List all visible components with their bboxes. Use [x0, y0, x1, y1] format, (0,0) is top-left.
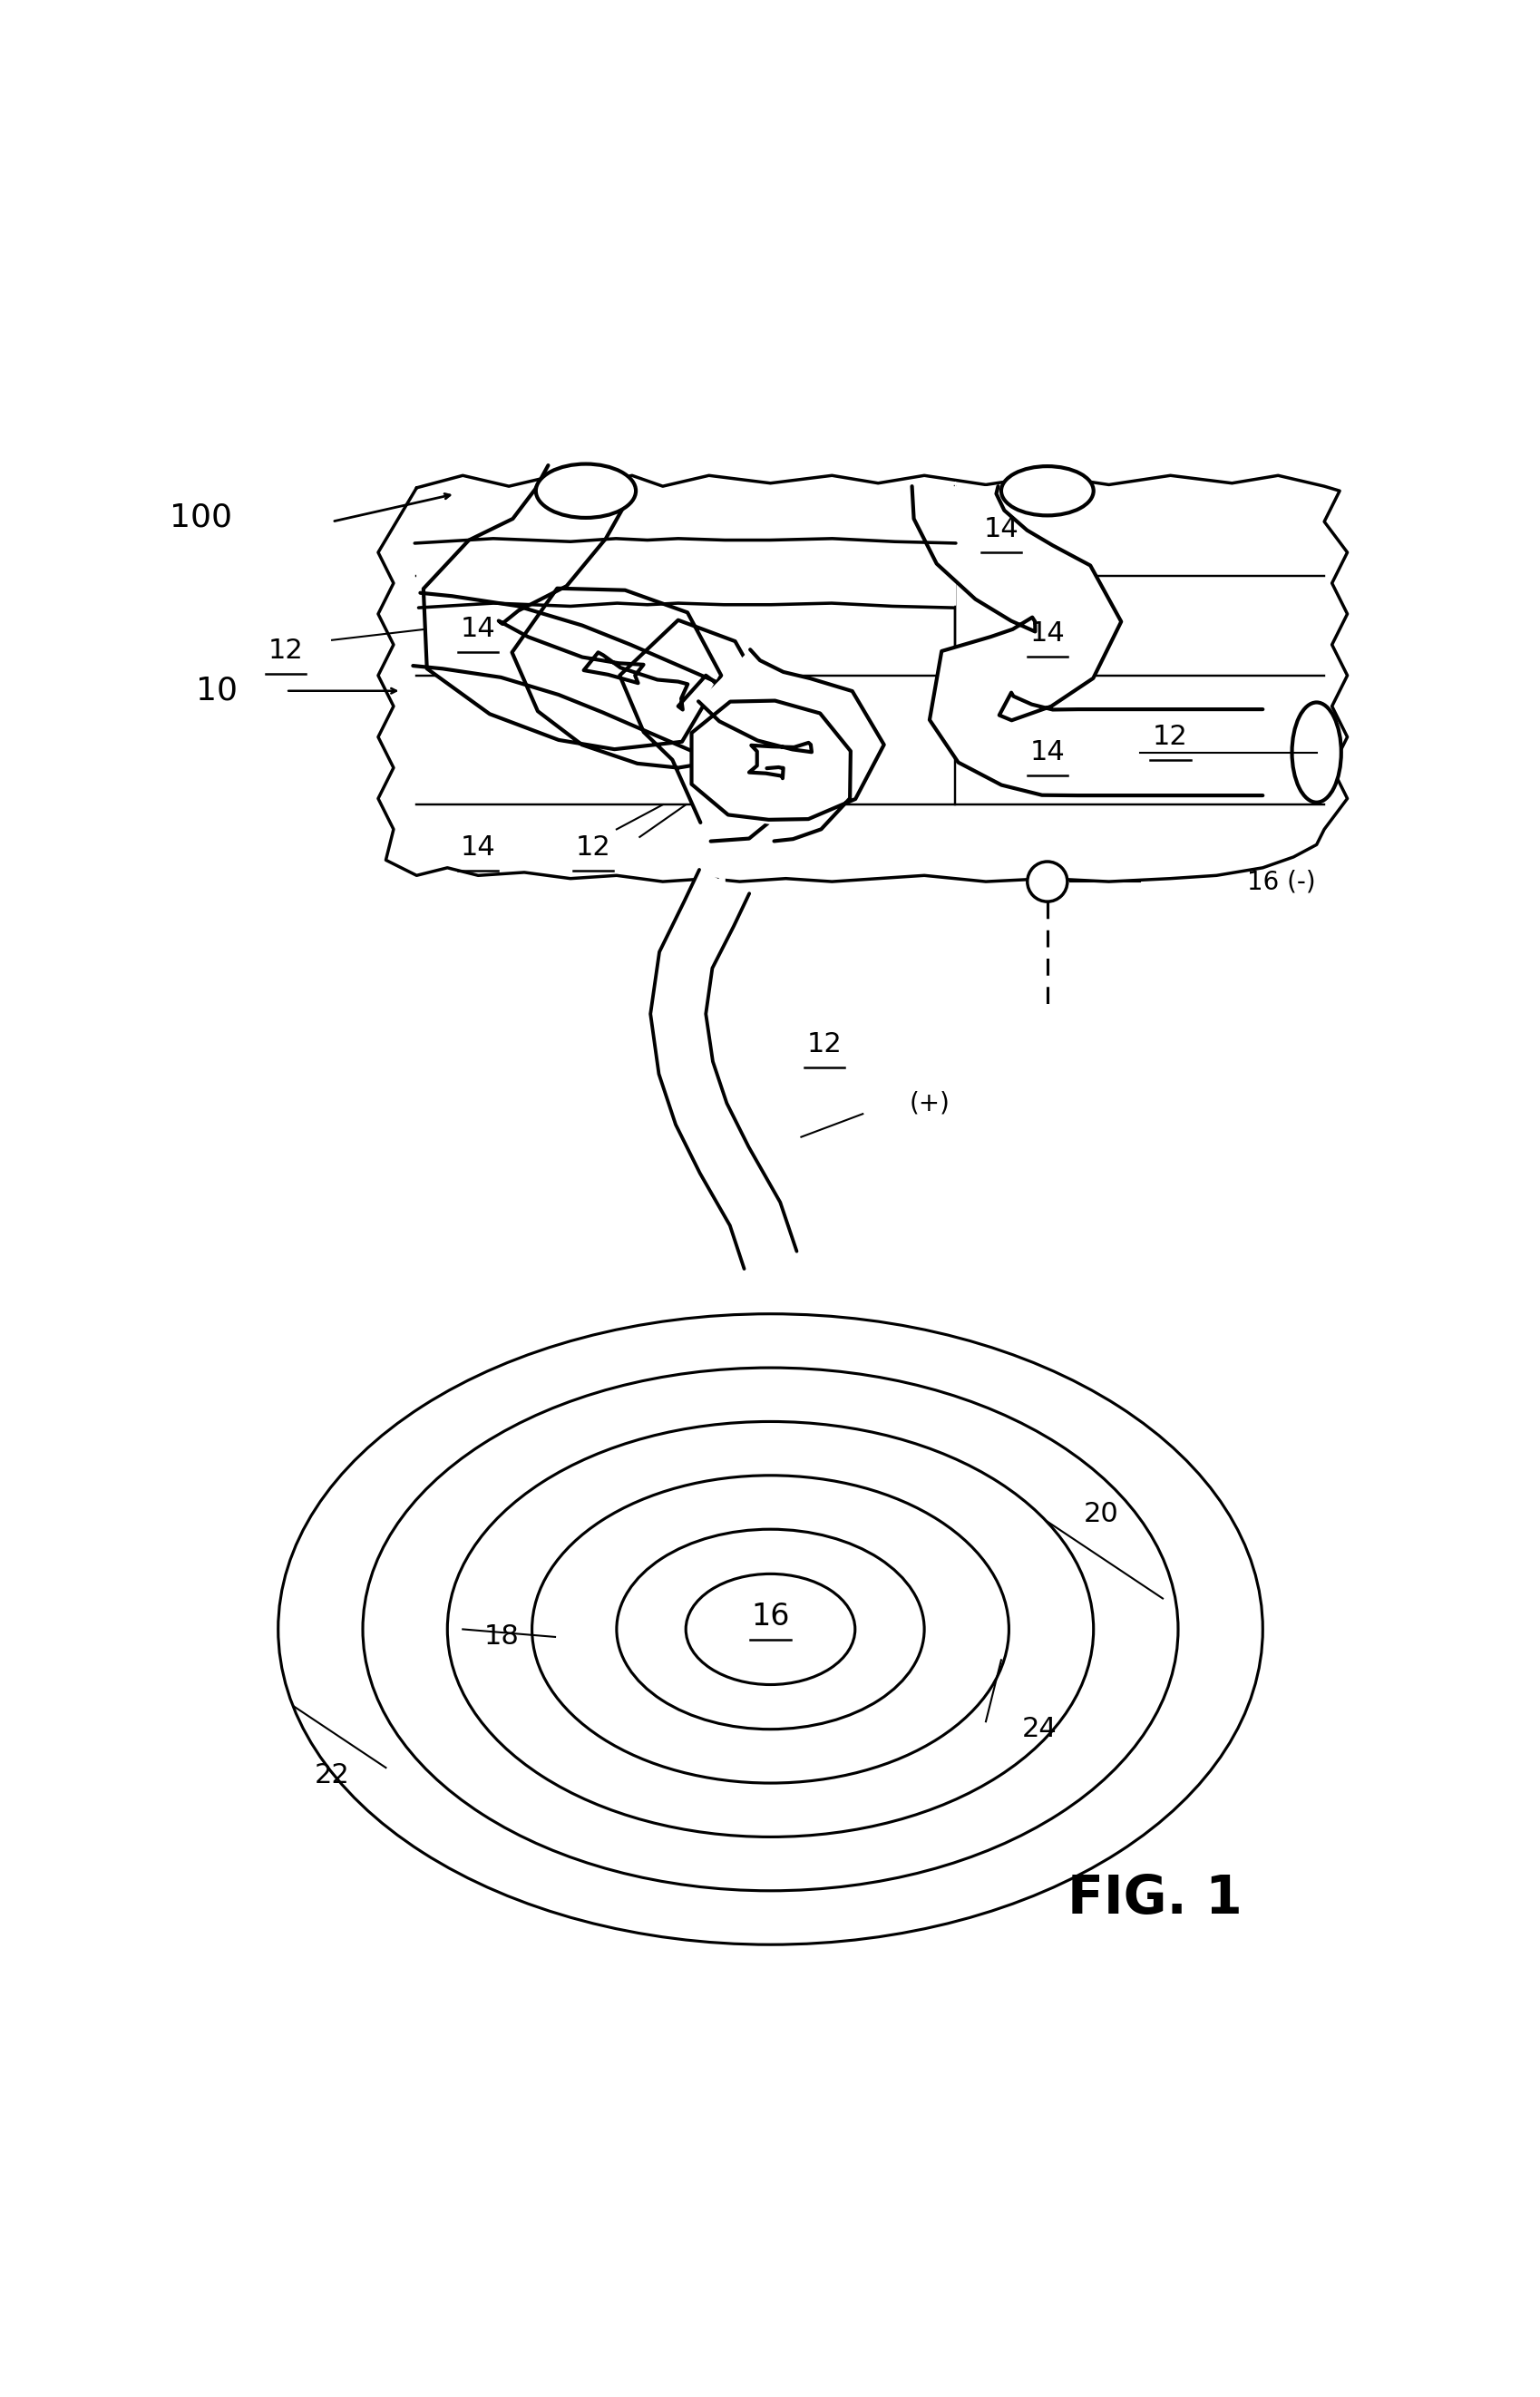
Circle shape [1027, 861, 1067, 901]
Text: (+): (+) [909, 1091, 949, 1117]
Text: 20: 20 [1083, 1501, 1118, 1527]
Text: 100: 100 [169, 501, 233, 532]
Text: 12: 12 [807, 1031, 841, 1057]
Text: 22: 22 [314, 1762, 350, 1788]
Text: 24: 24 [1021, 1716, 1056, 1743]
Polygon shape [691, 650, 884, 841]
Text: 12: 12 [1152, 724, 1187, 750]
Text: 18: 18 [484, 1623, 519, 1649]
Text: 14: 14 [1029, 621, 1064, 647]
Text: 12: 12 [576, 834, 611, 861]
Polygon shape [912, 487, 1261, 796]
Polygon shape [424, 465, 778, 822]
Polygon shape [413, 592, 790, 841]
Ellipse shape [536, 465, 636, 518]
Text: 16 (-): 16 (-) [1246, 868, 1315, 894]
Ellipse shape [1001, 467, 1093, 515]
Text: 16: 16 [750, 1601, 790, 1632]
Text: 14: 14 [1029, 738, 1064, 765]
Polygon shape [414, 539, 955, 609]
Ellipse shape [1291, 702, 1340, 803]
Text: 10: 10 [196, 676, 237, 707]
Text: 14: 14 [460, 616, 496, 642]
Text: 14: 14 [983, 515, 1018, 542]
Text: 14: 14 [460, 834, 496, 861]
Text: FIG. 1: FIG. 1 [1067, 1872, 1241, 1925]
Text: 12: 12 [268, 638, 303, 664]
Polygon shape [650, 870, 796, 1268]
